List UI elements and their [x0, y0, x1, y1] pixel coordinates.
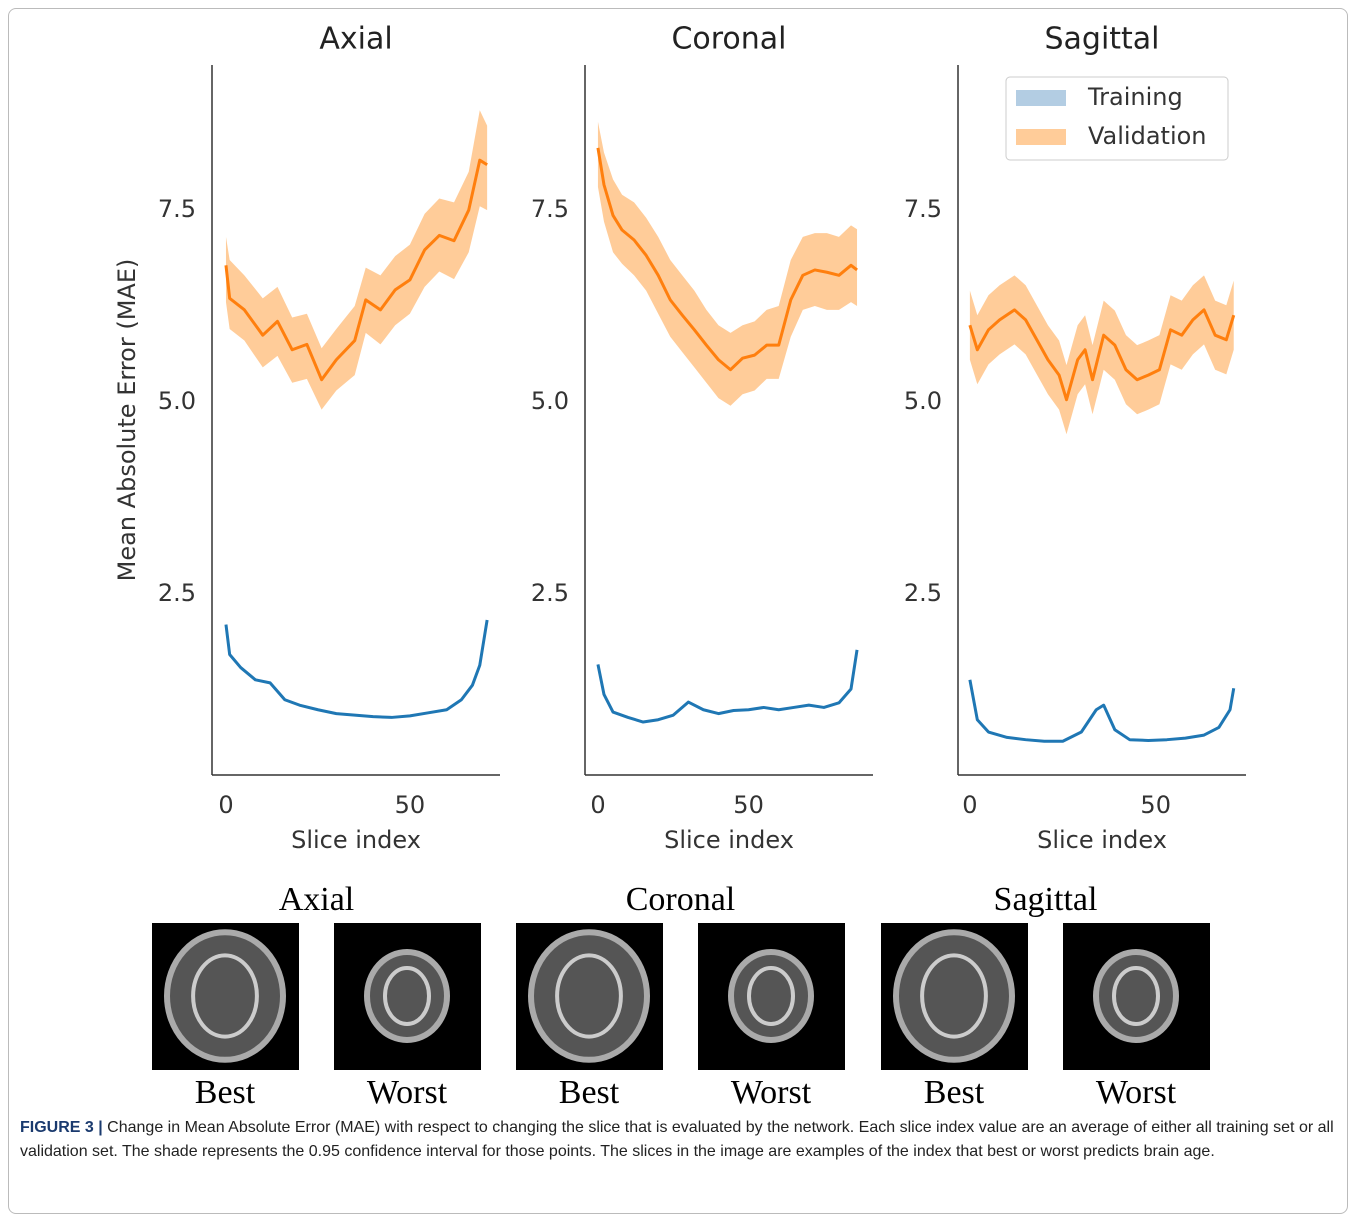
image-group-title: Coronal: [626, 881, 736, 918]
x-axis-label: Slice index: [664, 826, 794, 854]
chart-title: Coronal: [671, 22, 786, 57]
brain-shape: [531, 932, 647, 1060]
x-tick-label: 0: [590, 791, 605, 819]
brain-shape: [1096, 952, 1176, 1040]
image-group-title: Axial: [279, 881, 355, 918]
y-axis-label: Mean Absolute Error (MAE): [113, 259, 141, 582]
caption: FIGURE 3 | Change in Mean Absolute Error…: [20, 1116, 1340, 1164]
x-tick-label: 0: [218, 791, 233, 819]
page: Axial Mean Absolute Error (MAE) Slice inde…: [0, 0, 1358, 1224]
confidence-band: [226, 110, 487, 409]
caption-text: Change in Mean Absolute Error (MAE) with…: [20, 1119, 1334, 1160]
image-label: Worst: [731, 1074, 812, 1110]
image-group-title: Sagittal: [994, 881, 1098, 918]
brain-shape: [167, 932, 283, 1060]
confidence-band: [598, 122, 857, 406]
legend-swatch: [1016, 90, 1066, 106]
brain-shape: [367, 952, 447, 1040]
image-label: Worst: [1096, 1074, 1177, 1110]
brain-shape: [731, 952, 811, 1040]
legend-label: Validation: [1088, 122, 1207, 150]
image-label: Best: [195, 1074, 256, 1110]
x-axis-label: Slice index: [291, 826, 421, 854]
x-axis-label: Slice index: [1037, 826, 1167, 854]
y-tick-label: 2.5: [158, 579, 196, 607]
brain-shape: [896, 932, 1012, 1060]
chart-title: Axial: [319, 22, 392, 57]
y-tick-label: 7.5: [531, 195, 569, 223]
confidence-band: [970, 275, 1234, 434]
x-tick-label: 0: [962, 791, 977, 819]
series-line: [226, 620, 487, 717]
figure: Axial Mean Absolute Error (MAE) Slice inde…: [0, 0, 1358, 1110]
x-tick-label: 50: [733, 791, 764, 819]
caption-label: FIGURE 3 |: [20, 1119, 103, 1136]
series-line: [970, 680, 1234, 741]
y-tick-label: 7.5: [158, 195, 196, 223]
x-tick-label: 50: [395, 791, 426, 819]
y-tick-label: 2.5: [904, 579, 942, 607]
legend-label: Training: [1087, 83, 1183, 111]
y-tick-label: 2.5: [531, 579, 569, 607]
y-tick-label: 5.0: [158, 387, 196, 415]
legend-swatch: [1016, 129, 1066, 145]
chart-title: Sagittal: [1044, 22, 1159, 57]
x-tick-label: 50: [1140, 791, 1171, 819]
image-label: Best: [924, 1074, 985, 1110]
y-tick-label: 7.5: [904, 195, 942, 223]
series-line: [598, 650, 857, 722]
image-label: Worst: [367, 1074, 448, 1110]
y-tick-label: 5.0: [531, 387, 569, 415]
y-tick-label: 5.0: [904, 387, 942, 415]
image-label: Best: [559, 1074, 620, 1110]
